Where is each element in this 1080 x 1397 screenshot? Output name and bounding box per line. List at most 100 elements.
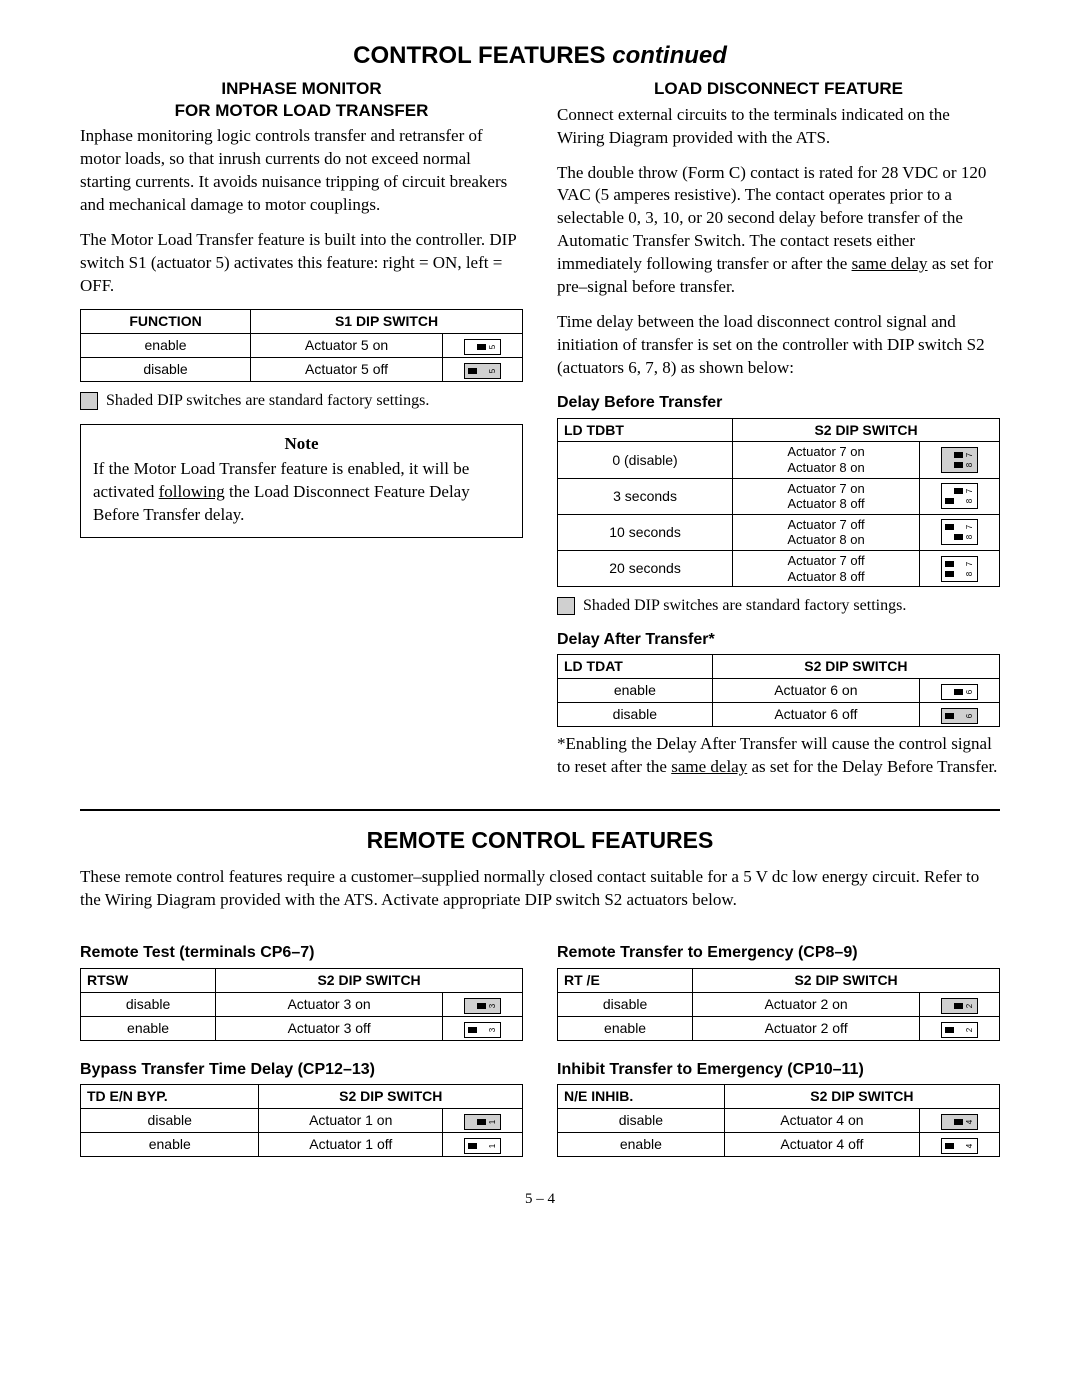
legend-shaded-icon [557,597,575,615]
inphase-heading-line2: FOR MOTOR LOAD TRANSFER [175,101,429,120]
t4-r2c2: Actuator 4 off [724,1133,919,1157]
t2-r2-switch: 2 [920,1016,1000,1040]
t2-h1: RT /E [558,968,693,992]
t3-r2-switch: 1 [443,1133,523,1157]
t2-r2c2: Actuator 2 off [693,1016,920,1040]
dat-r2-switch: 6 [920,703,1000,727]
dbt-r2c1: 3 seconds [558,478,733,514]
s1-r1c2: Actuator 5 on [251,334,443,358]
dbt-r3c1: 10 seconds [558,514,733,550]
t2-h2: S2 DIP SWITCH [693,968,1000,992]
t3-r2c2: Actuator 1 off [259,1133,443,1157]
dbt-h1: LD TDBT [558,418,733,442]
remote-columns: Remote Test (terminals CP6–7) RTSWS2 DIP… [80,924,1000,1163]
right-column: LOAD DISCONNECT FEATURE Connect external… [557,78,1000,791]
t3-h2: S2 DIP SWITCH [259,1085,523,1109]
page-title: CONTROL FEATURES continued [80,40,1000,72]
inphase-heading-line1: INPHASE MONITOR [221,79,381,98]
right-legend: Shaded DIP switches are standard factory… [557,595,1000,617]
s1-r1c1: enable [81,334,251,358]
t3-r1c2: Actuator 1 on [259,1109,443,1133]
t1-r2-switch: 3 [443,1016,523,1040]
dbt-heading: Delay Before Transfer [557,392,1000,414]
dat-foot-u: same delay [671,757,747,776]
dat-r1c1: enable [558,679,713,703]
dat-r2c1: disable [558,703,713,727]
t1-r1-switch: 3 [443,992,523,1016]
inphase-para-2: The Motor Load Transfer feature is built… [80,229,523,298]
inphase-heading: INPHASE MONITOR FOR MOTOR LOAD TRANSFER [80,78,523,121]
s1-h1: FUNCTION [81,310,251,334]
left-legend-text: Shaded DIP switches are standard factory… [106,390,429,412]
remote-t1: RTSWS2 DIP SWITCH disableActuator 3 on 3… [80,968,523,1041]
dbt-r4-switch: 78 [920,551,1000,587]
left-legend: Shaded DIP switches are standard factory… [80,390,523,412]
t1-r1c2: Actuator 3 on [216,992,443,1016]
s1-r2c1: disable [81,358,251,382]
dbt-r3-switch: 78 [920,514,1000,550]
t2-r1c2: Actuator 2 on [693,992,920,1016]
dbt-r4c2: Actuator 7 offActuator 8 off [733,551,920,587]
t1-r1c1: disable [81,992,216,1016]
dat-foot-b: as set for the Delay Before Transfer. [747,757,997,776]
note-title: Note [93,433,510,456]
s1-h2: S1 DIP SWITCH [251,310,523,334]
t4-r2-switch: 4 [920,1133,1000,1157]
t1-r2c2: Actuator 3 off [216,1016,443,1040]
dat-heading: Delay After Transfer* [557,629,1000,651]
t3-r1c1: disable [81,1109,259,1133]
remote-title: REMOTE CONTROL FEATURES [80,825,1000,856]
load-disc-p1: Connect external circuits to the termina… [557,104,1000,150]
s1-r1-switch: 5 [443,334,523,358]
s1-r2-switch: 5 [443,358,523,382]
remote-t1-head: Remote Test (terminals CP6–7) [80,942,523,964]
note-body: If the Motor Load Transfer feature is en… [93,458,510,527]
s1-r2c2: Actuator 5 off [251,358,443,382]
remote-t4-head: Inhibit Transfer to Emergency (CP10–11) [557,1059,1000,1081]
t3-r1-switch: 1 [443,1109,523,1133]
t1-r2c1: enable [81,1016,216,1040]
dbt-table: LD TDBT S2 DIP SWITCH 0 (disable) Actuat… [557,418,1000,588]
load-disc-heading: LOAD DISCONNECT FEATURE [557,78,1000,99]
dbt-h2: S2 DIP SWITCH [733,418,1000,442]
remote-t4: N/E INHIB.S2 DIP SWITCH disableActuator … [557,1084,1000,1157]
dbt-r2c2: Actuator 7 onActuator 8 off [733,478,920,514]
page-title-ital: continued [612,42,727,69]
remote-t3-head: Bypass Transfer Time Delay (CP12–13) [80,1059,523,1081]
remote-left: Remote Test (terminals CP6–7) RTSWS2 DIP… [80,924,523,1163]
t2-r1c1: disable [558,992,693,1016]
dbt-r3c2: Actuator 7 offActuator 8 on [733,514,920,550]
load-disc-p3: Time delay between the load disconnect c… [557,311,1000,380]
t2-r1-switch: 2 [920,992,1000,1016]
t4-h1: N/E INHIB. [558,1085,725,1109]
t4-r2c1: enable [558,1133,725,1157]
left-column: INPHASE MONITOR FOR MOTOR LOAD TRANSFER … [80,78,523,791]
dat-table: LD TDAT S2 DIP SWITCH enable Actuator 6 … [557,654,1000,727]
t4-r1c1: disable [558,1109,725,1133]
page-title-main: CONTROL FEATURES [353,42,612,69]
t3-h1: TD E/N BYP. [81,1085,259,1109]
note-underline: following [159,482,225,501]
dat-r2c2: Actuator 6 off [712,703,919,727]
dat-footnote: *Enabling the Delay After Transfer will … [557,733,1000,779]
dbt-r1-switch: 78 [920,442,1000,478]
top-columns: INPHASE MONITOR FOR MOTOR LOAD TRANSFER … [80,78,1000,791]
dbt-r2-switch: 78 [920,478,1000,514]
right-legend-text: Shaded DIP switches are standard factory… [583,595,906,617]
ld-p2u: same delay [852,254,928,273]
t1-h2: S2 DIP SWITCH [216,968,523,992]
dbt-r4c1: 20 seconds [558,551,733,587]
remote-right: Remote Transfer to Emergency (CP8–9) RT … [557,924,1000,1163]
t4-r1c2: Actuator 4 on [724,1109,919,1133]
remote-t2: RT /ES2 DIP SWITCH disableActuator 2 on … [557,968,1000,1041]
t3-r2c1: enable [81,1133,259,1157]
dat-r1c2: Actuator 6 on [712,679,919,703]
remote-t3: TD E/N BYP.S2 DIP SWITCH disableActuator… [80,1084,523,1157]
legend-shaded-icon [80,392,98,410]
dat-r1-switch: 6 [920,679,1000,703]
t2-r2c1: enable [558,1016,693,1040]
t4-r1-switch: 4 [920,1109,1000,1133]
page-number: 5 – 4 [80,1189,1000,1209]
inphase-para-1: Inphase monitoring logic controls transf… [80,125,523,217]
dat-h1: LD TDAT [558,655,713,679]
